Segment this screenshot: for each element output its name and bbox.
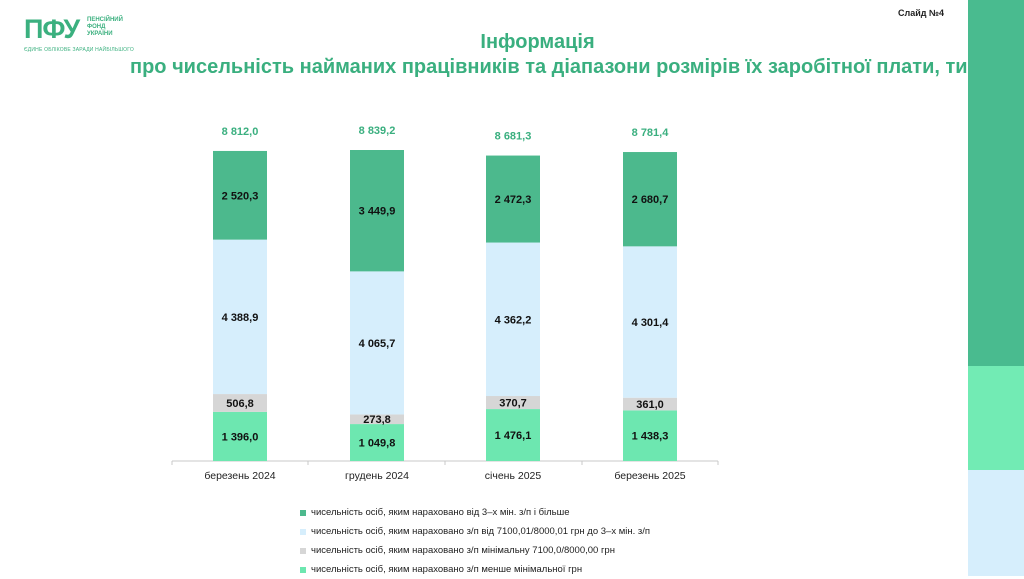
x-tick-label: січень 2025 bbox=[485, 470, 542, 482]
bar-segment-above_3_min bbox=[350, 150, 404, 272]
data-label-below_min: 1 049,8 bbox=[359, 438, 396, 450]
logo-name: ПЕНСІЙНИЙ ФОНД УКРАЇНИ bbox=[87, 17, 147, 38]
data-label-above_3_min: 3 449,9 bbox=[359, 206, 396, 218]
decor-stripe-bottom bbox=[968, 470, 1024, 576]
chart-title-line-2: про чисельність найманих працівників та … bbox=[130, 56, 1024, 78]
bar-segment-from_min_to_3 bbox=[350, 271, 404, 415]
legend-swatch bbox=[300, 547, 306, 554]
bar-segment-below_min bbox=[486, 409, 540, 461]
data-label-above_3_min: 2 680,7 bbox=[632, 194, 669, 206]
slide-number: Слайд №4 bbox=[898, 8, 945, 18]
logo-name-line: УКРАЇНИ bbox=[87, 31, 113, 37]
legend-item-below_min: чисельність осіб, яким нараховано з/п ме… bbox=[300, 560, 650, 579]
decor-stripe-top bbox=[968, 0, 1024, 366]
data-label-minimal: 361,0 bbox=[636, 399, 664, 411]
legend-item-above_3_min: чисельність осіб, яким нараховано від 3–… bbox=[300, 503, 650, 522]
bar-segment-minimal bbox=[213, 394, 267, 412]
legend-label: чисельність осіб, яким нараховано з/п ме… bbox=[311, 564, 583, 575]
legend-label: чисельність осіб, яким нараховано з/п мі… bbox=[311, 545, 615, 556]
pfu-logo: ПФУ ПЕНСІЙНИЙ ФОНД УКРАЇНИ ЄДИНЕ ОБЛІКОВ… bbox=[24, 14, 144, 56]
x-tick-label: березень 2025 bbox=[614, 470, 685, 482]
data-label-from_min_to_3: 4 362,2 bbox=[495, 314, 532, 326]
legend-label: чисельність осіб, яким нараховано від 3–… bbox=[311, 507, 570, 518]
data-label-from_min_to_3: 4 301,4 bbox=[632, 317, 670, 329]
total-label: 8 812,0 bbox=[222, 126, 259, 138]
legend-item-from_min_to_3: чисельність осіб, яким нараховано з/п ві… bbox=[300, 522, 650, 541]
total-label: 8 781,4 bbox=[632, 127, 670, 139]
bar-segment-minimal bbox=[350, 414, 404, 425]
legend-item-minimal: чисельність осіб, яким нараховано з/п мі… bbox=[300, 541, 650, 560]
chart-title-line-1: Інформація bbox=[480, 31, 595, 53]
total-label: 8 839,2 bbox=[359, 125, 396, 137]
bar-segment-above_3_min bbox=[213, 150, 267, 240]
legend-swatch bbox=[300, 528, 306, 535]
logo-mark: ПФУ bbox=[24, 14, 80, 44]
data-label-from_min_to_3: 4 065,7 bbox=[359, 338, 396, 350]
logo-tagline: ЄДИНЕ ОБЛІКОВЕ ЗАРАДИ НАЙБІЛЬШОГО bbox=[24, 47, 134, 53]
chart-legend: чисельність осіб, яким нараховано від 3–… bbox=[300, 503, 650, 579]
bar-segment-from_min_to_3 bbox=[623, 246, 677, 398]
data-label-minimal: 506,8 bbox=[226, 398, 254, 410]
x-tick-label: березень 2024 bbox=[204, 470, 275, 482]
bar-segment-above_3_min bbox=[623, 152, 677, 247]
bar-segment-from_min_to_3 bbox=[213, 239, 267, 395]
legend-swatch bbox=[300, 566, 306, 573]
decor-stripe-middle bbox=[968, 366, 1024, 470]
bar-segment-minimal bbox=[486, 396, 540, 410]
data-label-minimal: 273,8 bbox=[363, 414, 391, 426]
data-label-below_min: 1 438,3 bbox=[632, 431, 669, 443]
data-label-minimal: 370,7 bbox=[499, 398, 527, 410]
bar-segment-above_3_min bbox=[486, 155, 540, 243]
bar-segment-minimal bbox=[623, 397, 677, 411]
legend-swatch bbox=[300, 509, 306, 516]
data-label-above_3_min: 2 520,3 bbox=[222, 190, 259, 202]
bar-segment-below_min bbox=[350, 424, 404, 461]
bar-segment-below_min bbox=[623, 410, 677, 461]
legend-label: чисельність осіб, яким нараховано з/п ві… bbox=[311, 526, 651, 537]
bar-segment-below_min bbox=[213, 411, 267, 461]
bar-segment-from_min_to_3 bbox=[486, 242, 540, 397]
logo-name-line: ФОНД bbox=[87, 24, 106, 30]
x-tick-label: грудень 2024 bbox=[345, 470, 409, 482]
data-label-below_min: 1 396,0 bbox=[222, 431, 259, 443]
data-label-below_min: 1 476,1 bbox=[495, 430, 532, 442]
chart-title: Інформація про чисельність найманих прац… bbox=[130, 30, 1024, 80]
logo-name-line: ПЕНСІЙНИЙ bbox=[87, 17, 123, 23]
total-label: 8 681,3 bbox=[495, 131, 532, 143]
data-label-from_min_to_3: 4 388,9 bbox=[222, 312, 259, 324]
data-label-above_3_min: 2 472,3 bbox=[495, 194, 532, 206]
